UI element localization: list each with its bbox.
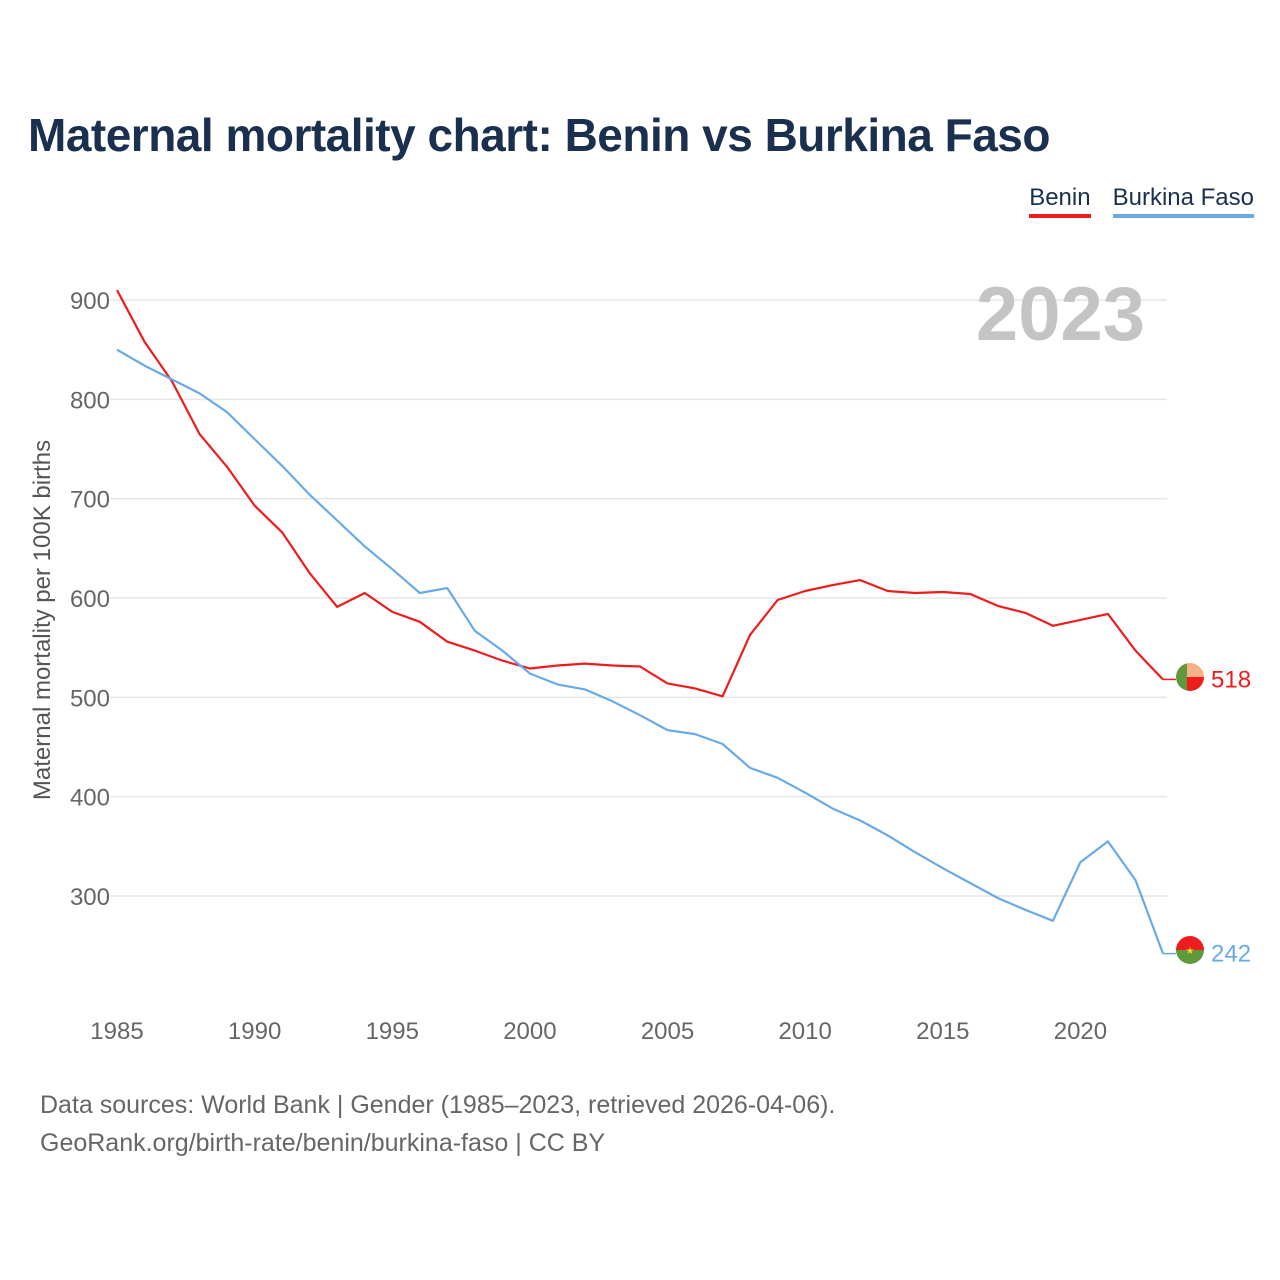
- series-line-benin[interactable]: [116, 289, 1164, 698]
- source-line-1: Data sources: World Bank | Gender (1985–…: [40, 1091, 836, 1119]
- end-value-label-benin: 518: [1211, 666, 1251, 693]
- svg-text:★: ★: [1186, 946, 1195, 957]
- x-tick-label: 2015: [916, 1018, 969, 1045]
- x-tick-label: 2000: [503, 1018, 556, 1045]
- legend-item-burkina-faso[interactable]: Burkina Faso: [1112, 184, 1254, 218]
- x-tick-label: 2005: [641, 1018, 694, 1045]
- gridlines: [110, 299, 1167, 897]
- legend-item-benin[interactable]: Benin: [1029, 184, 1091, 218]
- series-end-markers: 518 242: [1163, 666, 1251, 968]
- source-note: Data sources: World Bank | Gender (1985–…: [40, 1086, 835, 1162]
- x-tick-label: 2010: [778, 1018, 831, 1045]
- source-line-2[interactable]: GeoRank.org/birth-rate/benin/burkina-fas…: [40, 1129, 606, 1157]
- x-tick-label: 1990: [228, 1018, 281, 1045]
- y-tick-label: 600: [70, 586, 110, 613]
- y-axis-ticks: 300 400 500 600 700 800 900: [70, 288, 110, 911]
- y-tick-label: 400: [70, 785, 110, 812]
- series-lines: [116, 289, 1165, 954]
- x-tick-label: 1985: [90, 1018, 143, 1045]
- chart-title: Maternal mortality chart: Benin vs Burki…: [28, 109, 1051, 161]
- series-line-burkina-faso[interactable]: [116, 348, 1165, 954]
- burkina-faso-flag-icon: ★: [1176, 936, 1204, 964]
- y-tick-label: 500: [70, 685, 110, 712]
- x-tick-label: 1995: [366, 1018, 419, 1045]
- y-tick-label: 800: [70, 387, 110, 414]
- legend: Benin Burkina Faso: [1029, 184, 1254, 218]
- y-tick-label: 700: [70, 487, 110, 514]
- year-watermark: 2023: [976, 272, 1145, 357]
- y-axis-title: Maternal mortality per 100K births: [29, 440, 56, 800]
- end-value-label-burkina-faso: 242: [1211, 941, 1251, 968]
- x-axis-ticks: 1985 1990 1995 2000 2005 2010 2015 2020: [90, 1018, 1107, 1045]
- x-tick-label: 2020: [1054, 1018, 1107, 1045]
- y-tick-label: 900: [70, 288, 110, 315]
- y-tick-label: 300: [70, 884, 110, 911]
- benin-flag-icon: [1176, 663, 1204, 691]
- line-chart: 2023 300 400 500 600 700 800 900 1985 1990 1995 2…: [29, 272, 1251, 1045]
